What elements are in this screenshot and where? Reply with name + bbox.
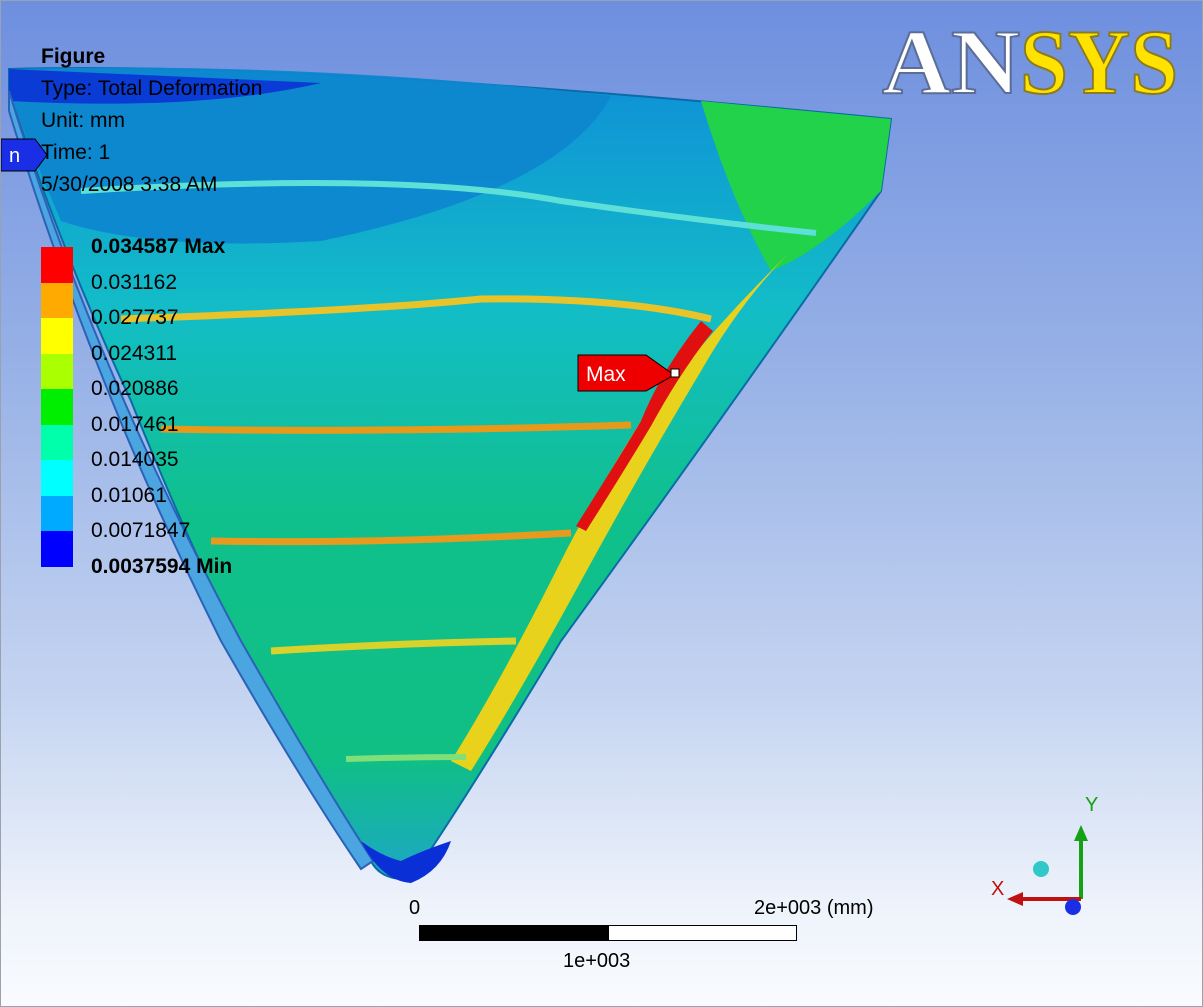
legend-level-label: 0.020886 (91, 377, 179, 400)
axis-triad[interactable]: Y X (983, 789, 1103, 919)
result-type: Type: Total Deformation (41, 77, 263, 100)
legend-swatch (41, 424, 73, 460)
legend-swatch (41, 460, 73, 496)
legend-swatch (41, 353, 73, 389)
min-probe[interactable]: n (1, 137, 51, 173)
legend-swatch (41, 318, 73, 354)
result-date: 5/30/2008 3:38 AM (41, 173, 218, 196)
result-time: Time: 1 (41, 141, 111, 164)
logo-text-an: AN (882, 15, 1020, 101)
result-info: Figure Type: Total Deformation Unit: mm … (41, 41, 262, 201)
max-probe-label: Max (586, 363, 626, 386)
figure-title: Figure (41, 45, 106, 68)
scale-right-label: 2e+003 (mm) (754, 897, 874, 919)
legend-swatch (41, 531, 73, 567)
legend-swatch (41, 247, 73, 283)
logo-text-sys: SYS (1020, 15, 1178, 101)
legend-level-label: 0.017461 (91, 412, 179, 436)
legend-level-label: 0.024311 (91, 341, 178, 365)
legend-level-label: 0.014035 (91, 448, 179, 471)
legend-level-label: 0.027737 (91, 306, 179, 329)
legend-level-label: 0.031162 (91, 270, 178, 294)
legend-swatch (41, 389, 73, 425)
legend-swatch (41, 495, 73, 531)
legend-level-label: 0.01061 (91, 483, 167, 507)
scale-bar (419, 925, 797, 941)
legend-level-label: 0.0037594 Min (91, 554, 233, 578)
legend-level-label: 0.034587 Max (91, 235, 226, 258)
ansys-logo: AN SYS (882, 15, 1179, 101)
min-probe-label: n (9, 145, 20, 167)
max-probe[interactable]: Max (576, 353, 686, 393)
legend-swatch (41, 282, 73, 318)
scale-left-label: 0 (409, 897, 421, 919)
triad-y-label: Y (1085, 794, 1098, 816)
result-unit: Unit: mm (41, 109, 125, 132)
legend-level-label: 0.0071847 (91, 519, 191, 542)
scale-mid-label: 1e+003 (563, 950, 631, 972)
triad-x-label: X (991, 878, 1004, 900)
